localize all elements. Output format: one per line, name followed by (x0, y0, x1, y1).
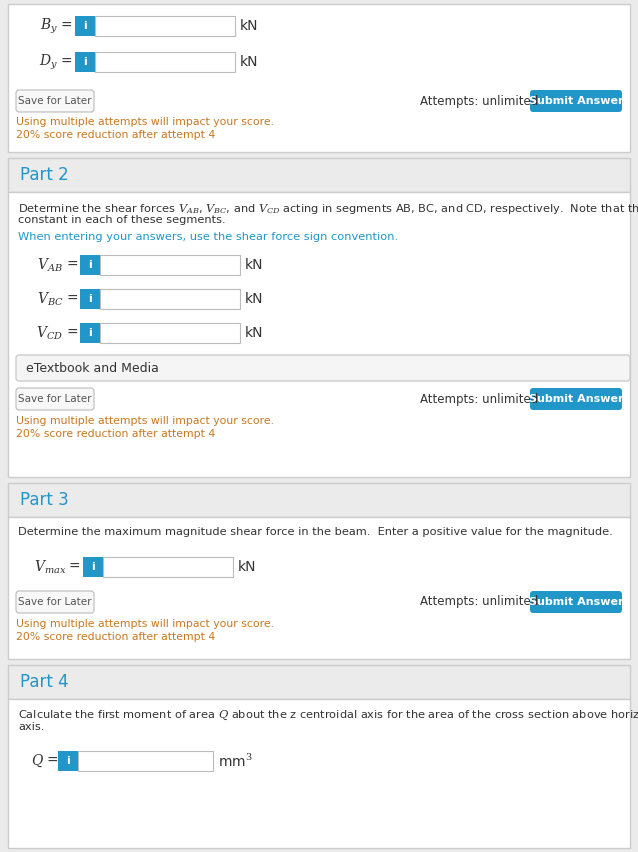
Text: 20% score reduction after attempt 4: 20% score reduction after attempt 4 (16, 130, 215, 140)
Text: kN: kN (245, 292, 263, 306)
FancyBboxPatch shape (16, 90, 94, 112)
Text: When entering your answers, use the shear force sign convention.: When entering your answers, use the shea… (18, 232, 398, 242)
Text: i: i (88, 260, 92, 270)
Text: Determine the shear forces $V_{AB}$, $V_{BC}$, and $V_{CD}$ acting in segments A: Determine the shear forces $V_{AB}$, $V_… (18, 202, 638, 216)
Text: $D_y$: $D_y$ (39, 52, 58, 72)
Text: $V_{AB}$: $V_{AB}$ (37, 256, 63, 273)
Bar (95, 16, 235, 36)
Text: $Q$: $Q$ (31, 753, 44, 769)
Bar (8, 665, 630, 699)
Bar (80, 255, 100, 275)
Text: Save for Later: Save for Later (19, 96, 92, 106)
Text: Attempts: unlimited: Attempts: unlimited (420, 95, 538, 107)
Bar (8, 517, 630, 659)
FancyBboxPatch shape (530, 388, 622, 410)
Text: i: i (88, 294, 92, 304)
Text: kN: kN (238, 560, 256, 574)
FancyBboxPatch shape (16, 591, 94, 613)
Bar (8, 4, 630, 152)
Text: axis.: axis. (18, 722, 45, 732)
Text: Part 4: Part 4 (20, 673, 69, 691)
Text: $V_{BC}$: $V_{BC}$ (36, 291, 63, 308)
Bar (95, 52, 235, 72)
Text: Part 2: Part 2 (20, 166, 69, 184)
Bar (80, 289, 100, 309)
Text: Calculate the first moment of area $Q$ about the z centroidal axis for the area : Calculate the first moment of area $Q$ a… (18, 709, 638, 722)
Bar (100, 255, 240, 275)
Bar (8, 483, 630, 517)
Bar (103, 557, 233, 577)
Bar (100, 323, 240, 343)
Text: kN: kN (240, 19, 258, 33)
Text: =: = (61, 19, 73, 33)
Text: Using multiple attempts will impact your score.: Using multiple attempts will impact your… (16, 117, 274, 127)
FancyBboxPatch shape (16, 388, 94, 410)
Text: =: = (61, 55, 73, 69)
Text: Attempts: unlimited: Attempts: unlimited (420, 596, 538, 608)
Text: Part 3: Part 3 (20, 491, 69, 509)
Text: mm$^3$: mm$^3$ (218, 752, 253, 769)
Text: 20% score reduction after attempt 4: 20% score reduction after attempt 4 (16, 632, 215, 642)
Bar (8, 158, 630, 192)
Text: kN: kN (240, 55, 258, 69)
Text: Using multiple attempts will impact your score.: Using multiple attempts will impact your… (16, 416, 274, 426)
Text: Submit Answer: Submit Answer (529, 597, 623, 607)
Text: constant in each of these segments.: constant in each of these segments. (18, 215, 226, 225)
Text: i: i (66, 756, 70, 766)
Bar (100, 289, 240, 309)
Bar (8, 192, 630, 477)
Text: Submit Answer: Submit Answer (529, 394, 623, 404)
FancyBboxPatch shape (530, 90, 622, 112)
Text: Save for Later: Save for Later (19, 597, 92, 607)
Text: =: = (66, 292, 78, 306)
Text: 20% score reduction after attempt 4: 20% score reduction after attempt 4 (16, 429, 215, 439)
FancyBboxPatch shape (16, 355, 630, 381)
Text: Using multiple attempts will impact your score.: Using multiple attempts will impact your… (16, 619, 274, 629)
Text: Save for Later: Save for Later (19, 394, 92, 404)
Text: =: = (47, 754, 59, 768)
Bar (78, 751, 213, 771)
Text: kN: kN (245, 326, 263, 340)
FancyBboxPatch shape (530, 591, 622, 613)
Bar (8, 699, 630, 848)
Bar (58, 751, 78, 771)
Text: $B_y$: $B_y$ (40, 16, 58, 36)
Text: $V_{CD}$: $V_{CD}$ (36, 325, 63, 342)
Bar (75, 16, 95, 36)
Bar (83, 557, 103, 577)
Text: =: = (66, 258, 78, 272)
Text: $V_{max}$: $V_{max}$ (34, 558, 66, 576)
Text: i: i (83, 21, 87, 31)
Text: i: i (91, 562, 95, 572)
Text: i: i (88, 328, 92, 338)
Text: Determine the maximum magnitude shear force in the beam.  Enter a positive value: Determine the maximum magnitude shear fo… (18, 527, 612, 537)
Text: eTextbook and Media: eTextbook and Media (26, 361, 159, 375)
Text: kN: kN (245, 258, 263, 272)
Text: =: = (66, 326, 78, 340)
Bar (75, 52, 95, 72)
Text: i: i (83, 57, 87, 67)
Bar (80, 323, 100, 343)
Text: =: = (69, 560, 80, 574)
Text: Attempts: unlimited: Attempts: unlimited (420, 393, 538, 406)
Text: Submit Answer: Submit Answer (529, 96, 623, 106)
